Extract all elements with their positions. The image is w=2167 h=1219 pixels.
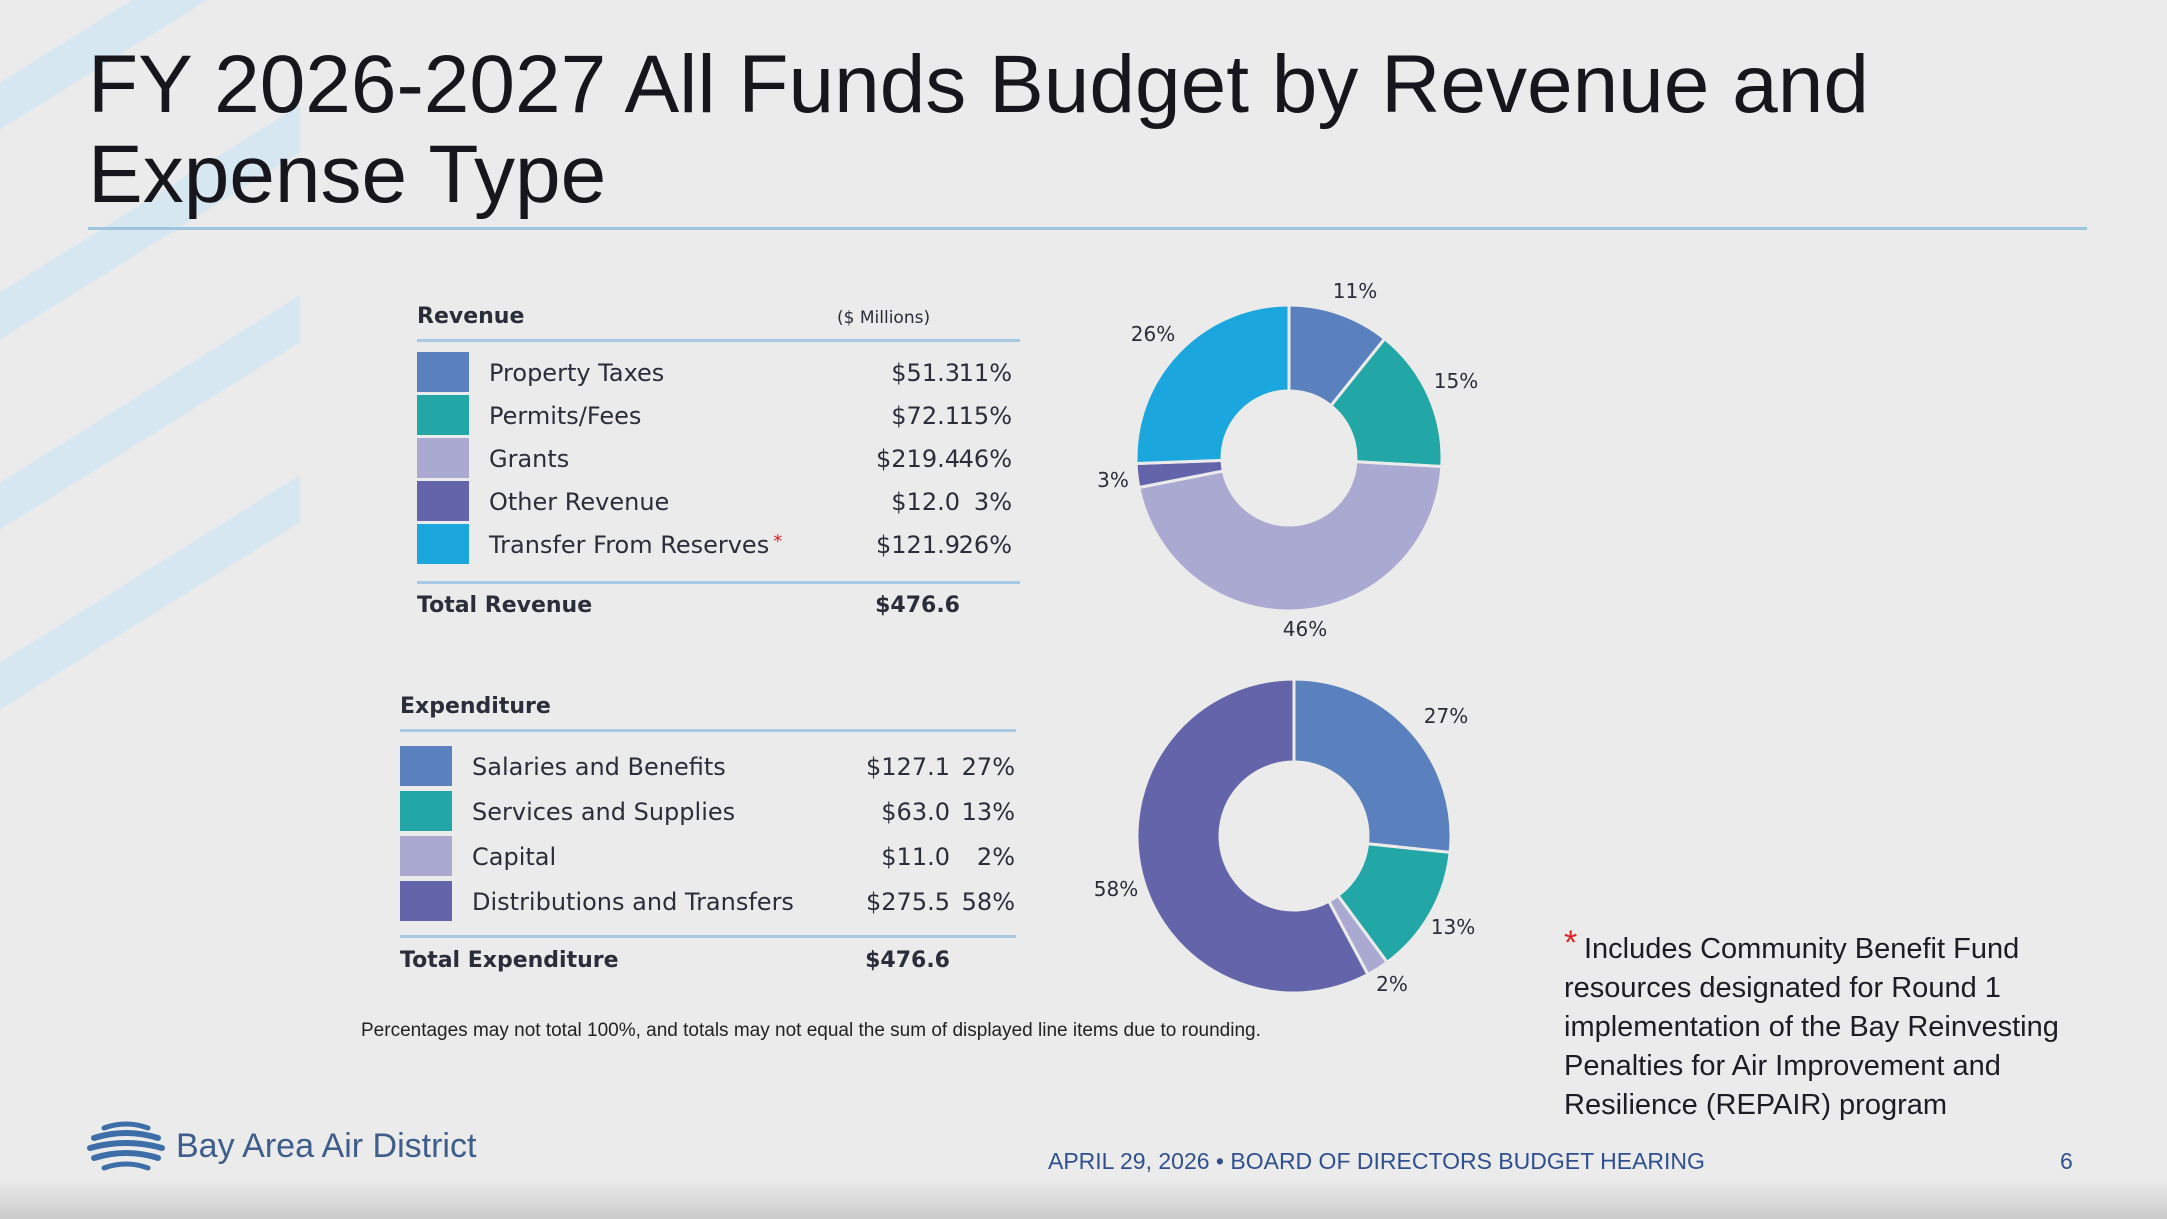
legend-swatch	[417, 352, 469, 392]
row-percent: 15%	[958, 402, 1012, 430]
footnote-text: Includes Community Benefit Fund resource…	[1564, 933, 2059, 1121]
row-amount: $51.3	[891, 359, 960, 387]
row-percent: 58%	[961, 888, 1015, 916]
legend-swatch	[400, 881, 452, 921]
revenue-header: Revenue	[417, 304, 525, 329]
unit-label: ($ Millions)	[837, 308, 931, 328]
row-label: Distributions and Transfers	[472, 888, 794, 916]
slice-label: 46%	[1283, 617, 1327, 641]
air-district-logo-icon	[87, 1121, 165, 1171]
row-label-text: Distributions and Transfers	[472, 888, 794, 916]
rounding-note: Percentages may not total 100%, and tota…	[361, 1020, 1261, 1041]
table-row: Distributions and Transfers $275.5 58%	[400, 881, 1020, 921]
total-expenditure-amount: $476.6	[865, 948, 950, 973]
table-row: Salaries and Benefits $127.1 27%	[400, 746, 1020, 786]
row-amount: $72.1	[891, 402, 960, 430]
legend-swatch	[400, 836, 452, 876]
footer-event: APRIL 29, 2026 • BOARD OF DIRECTORS BUDG…	[1048, 1148, 1705, 1174]
row-amount: $63.0	[881, 798, 950, 826]
row-label-text: Services and Supplies	[472, 798, 736, 826]
expenditure-total-rule	[400, 935, 1016, 938]
total-revenue-amount: $476.6	[875, 593, 960, 618]
legend-swatch	[417, 438, 469, 478]
legend-swatch	[417, 524, 469, 564]
row-label-text: Other Revenue	[489, 488, 670, 516]
row-percent: 2%	[976, 843, 1015, 871]
table-row: Other Revenue $12.0 3%	[417, 481, 1037, 521]
footnote-marker: *	[1564, 924, 1578, 962]
expenditure-header: Expenditure	[400, 694, 551, 719]
logo: Bay Area Air District	[86, 1118, 476, 1174]
donut-slice	[1135, 677, 1370, 995]
legend-swatch	[417, 481, 469, 521]
legend-swatch	[417, 395, 469, 435]
row-label: Salaries and Benefits	[472, 753, 726, 781]
row-amount: $121.9	[876, 531, 960, 559]
row-label: Capital	[472, 843, 556, 871]
row-amount: $12.0	[891, 488, 960, 516]
row-label: Grants	[489, 445, 569, 473]
table-row: Transfer From Reserves * $121.9 26%	[417, 524, 1037, 564]
legend-swatch	[400, 791, 452, 831]
donut-slice	[1134, 303, 1291, 466]
revenue-table: Revenue ($ Millions) Property Taxes $51.3…	[417, 300, 1022, 630]
table-row: Capital $11.0 2%	[400, 836, 1020, 876]
donut-slice	[1292, 677, 1453, 855]
row-label: Permits/Fees	[489, 402, 641, 430]
slice-label: 26%	[1131, 322, 1175, 346]
table-row: Services and Supplies $63.0 13%	[400, 791, 1020, 831]
expenditure-table: Expenditure Salaries and Benefits $127.1 2…	[400, 690, 1020, 990]
row-label-text: Capital	[472, 843, 557, 871]
table-row: Permits/Fees $72.1 15%	[417, 395, 1037, 435]
donut-slice	[1137, 460, 1444, 613]
revenue-total-rule	[417, 581, 1020, 584]
slice-label: 58%	[1094, 877, 1138, 901]
expenditure-donut-chart: 27% 13% 2% 58%	[1094, 677, 1475, 996]
page-number: 6	[2060, 1148, 2073, 1174]
footnote: * Includes Community Benefit Fund resour…	[1564, 924, 2124, 1125]
row-amount: $11.0	[881, 843, 950, 871]
row-label-text: Transfer From Reserves	[489, 531, 770, 559]
row-amount: $219.4	[876, 445, 960, 473]
row-label-text: Grants	[489, 445, 570, 473]
slice-label: 27%	[1424, 704, 1468, 728]
total-revenue-label: Total Revenue	[417, 593, 593, 618]
slice-label: 3%	[1097, 468, 1129, 492]
row-label: Services and Supplies	[472, 798, 735, 826]
row-amount: $275.5	[866, 888, 950, 916]
expenditure-header-rule	[400, 729, 1016, 732]
row-percent: 11%	[958, 359, 1012, 387]
row-percent: 13%	[961, 798, 1015, 826]
table-row: Grants $219.4 46%	[417, 438, 1037, 478]
footnote-reference-marker: *	[773, 531, 783, 552]
row-label: Transfer From Reserves *	[489, 531, 782, 559]
row-label-text: Salaries and Benefits	[472, 753, 726, 781]
revenue-header-rule	[417, 339, 1020, 342]
slice-label: 2%	[1376, 972, 1408, 996]
row-percent: 46%	[958, 445, 1012, 473]
row-percent: 3%	[973, 488, 1012, 516]
legend-swatch	[400, 746, 452, 786]
table-row: Property Taxes $51.3 11%	[417, 352, 1037, 392]
row-percent: 26%	[958, 531, 1012, 559]
row-label: Property Taxes	[489, 359, 664, 387]
logo-text: Bay Area Air District	[176, 1126, 477, 1165]
slide-title: FY 2026-2027 All Funds Budget by Revenue…	[88, 39, 1869, 220]
row-percent: 27%	[961, 753, 1015, 781]
row-label-text: Permits/Fees	[489, 402, 642, 430]
row-label: Other Revenue	[489, 488, 669, 516]
revenue-donut-chart: 11% 15% 46% 3% 26%	[1097, 279, 1478, 641]
row-label-text: Property Taxes	[489, 359, 665, 387]
slice-label: 15%	[1434, 369, 1478, 393]
donut-slice	[1328, 336, 1444, 469]
bottom-shade	[0, 1179, 2167, 1219]
title-divider	[88, 227, 2087, 230]
total-expenditure-label: Total Expenditure	[400, 948, 619, 973]
slice-label: 13%	[1431, 915, 1475, 939]
slice-label: 11%	[1333, 279, 1377, 303]
row-amount: $127.1	[866, 753, 950, 781]
